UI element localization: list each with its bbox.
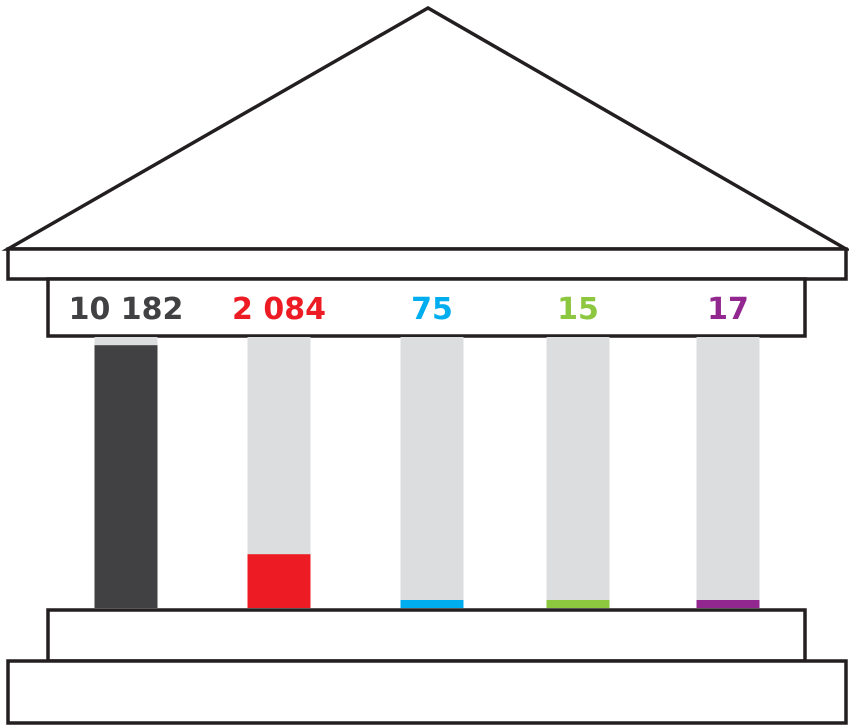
bar-3 — [400, 600, 464, 608]
temple-base-lower — [6, 659, 848, 725]
value-label-5: 17 — [707, 292, 749, 327]
column-track-5 — [696, 337, 760, 608]
bar-2 — [247, 554, 311, 608]
column-group — [94, 337, 760, 608]
temple-base-upper — [46, 608, 807, 663]
value-label-2: 2 084 — [232, 292, 326, 327]
bar-5 — [696, 600, 760, 608]
bar-4 — [546, 600, 610, 608]
value-label-1: 10 182 — [69, 292, 184, 327]
value-label-4: 15 — [557, 292, 599, 327]
bar-1 — [94, 345, 158, 608]
value-label-group: 10 182 2 084 75 15 17 — [69, 292, 749, 327]
column-track-3 — [400, 337, 464, 608]
temple-entablature — [46, 277, 807, 338]
temple-roof — [1, 5, 849, 251]
temple-cornice — [6, 247, 848, 281]
value-label-3: 75 — [411, 292, 453, 327]
column-track-4 — [546, 337, 610, 608]
